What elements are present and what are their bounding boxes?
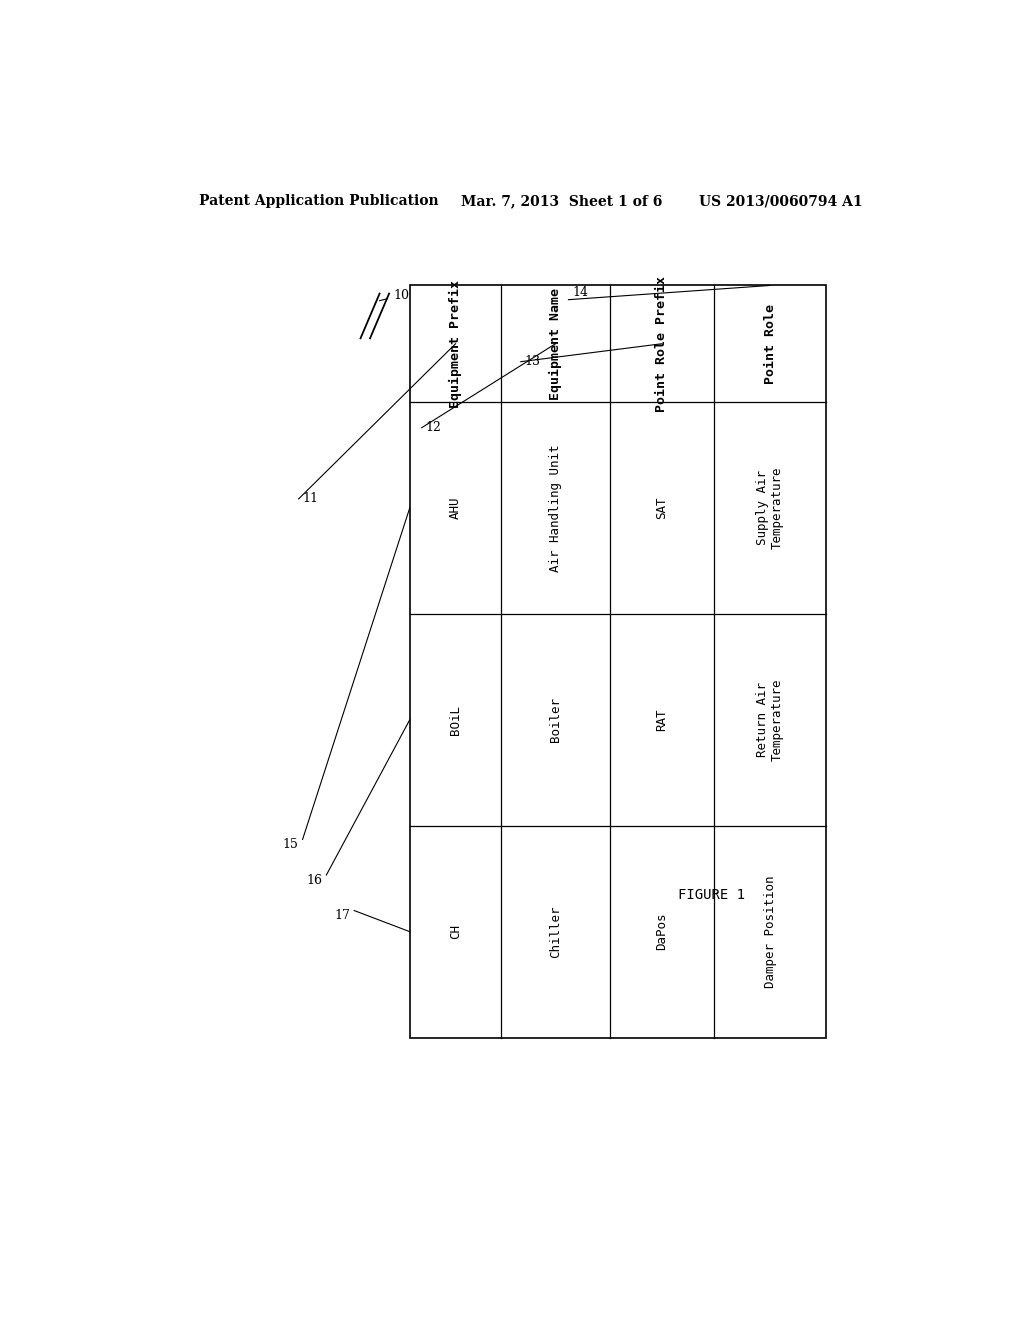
Text: 10: 10 [394, 289, 410, 302]
Text: DaPos: DaPos [655, 913, 669, 950]
Text: 17: 17 [334, 909, 350, 923]
Text: Supply Air
Temperature: Supply Air Temperature [756, 467, 784, 549]
Text: Point Role: Point Role [764, 304, 776, 384]
Text: 11: 11 [303, 492, 318, 506]
Text: 14: 14 [572, 286, 589, 300]
Text: Boiler: Boiler [549, 697, 562, 742]
Text: Patent Application Publication: Patent Application Publication [200, 194, 439, 209]
Text: Equipment Name: Equipment Name [549, 288, 562, 400]
Bar [410, 285, 826, 1038]
Text: 12: 12 [426, 421, 441, 434]
Text: 13: 13 [524, 355, 541, 368]
Text: Point Role Prefix: Point Role Prefix [655, 276, 669, 412]
Text: Equipment Prefix: Equipment Prefix [449, 280, 462, 408]
Text: 15: 15 [283, 838, 299, 851]
Text: 16: 16 [306, 874, 323, 887]
Text: AHU: AHU [450, 496, 462, 519]
Text: Mar. 7, 2013  Sheet 1 of 6: Mar. 7, 2013 Sheet 1 of 6 [461, 194, 663, 209]
Text: Air Handling Unit: Air Handling Unit [549, 445, 562, 572]
Text: FIGURE 1: FIGURE 1 [678, 888, 744, 903]
Text: BOiL: BOiL [450, 705, 462, 735]
Text: US 2013/0060794 A1: US 2013/0060794 A1 [699, 194, 863, 209]
Text: Damper Position: Damper Position [764, 875, 776, 987]
Text: Return Air
Temperature: Return Air Temperature [756, 678, 784, 762]
Text: SAT: SAT [655, 496, 669, 519]
Text: Chiller: Chiller [549, 906, 562, 958]
Text: CH: CH [450, 924, 462, 939]
Text: RAT: RAT [655, 709, 669, 731]
